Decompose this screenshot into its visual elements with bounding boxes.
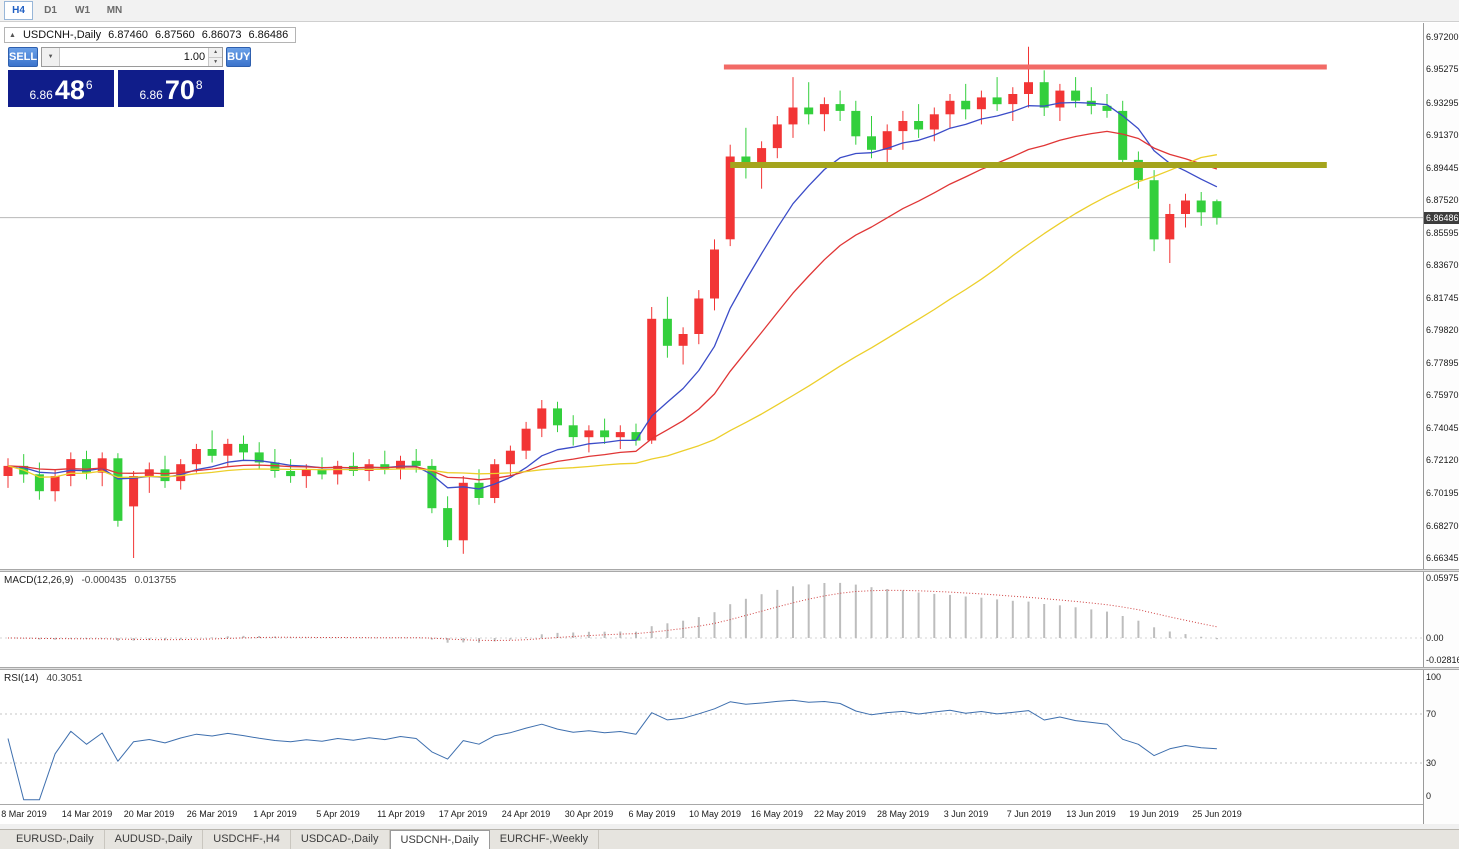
macd-scale-label: 0.00 — [1426, 633, 1444, 643]
macd-scale-label: -0.02816 — [1426, 655, 1459, 665]
date-axis-label: 7 Jun 2019 — [1006, 809, 1052, 819]
chart-symbol-title: USDCNH-,Daily — [22, 29, 102, 41]
price-scale-label: 6.70195 — [1426, 488, 1459, 498]
one-click-trading-panel: SELL ▼ ▲ ▼ BUY 6.86 48 6 6.86 70 8 — [8, 47, 252, 107]
quote-close: 6.86486 — [248, 29, 289, 41]
window-strip — [0, 824, 1459, 829]
macd-main-value: -0.000435 — [81, 575, 127, 586]
date-axis-label: 19 Jun 2019 — [1129, 809, 1179, 819]
rsi-indicator-label: RSI(14) 40.3051 — [4, 673, 83, 684]
date-axis-label: 30 Apr 2019 — [564, 809, 614, 819]
sell-price-pips: 48 — [54, 75, 85, 105]
buy-price-pips: 70 — [164, 75, 195, 105]
chart-tabbar: EURUSD-,Daily AUDUSD-,Daily USDCHF-,H4 U… — [0, 829, 1459, 849]
quote-high: 6.87560 — [154, 29, 195, 41]
rsi-scale-label: 100 — [1426, 672, 1442, 682]
price-scale-label: 6.74045 — [1426, 423, 1459, 433]
chart-tab-usdcad[interactable]: USDCAD-,Daily — [291, 830, 390, 849]
timeframe-w1-button[interactable]: W1 — [75, 5, 90, 16]
price-scale-label: 6.72120 — [1426, 455, 1459, 465]
date-axis-label: 8 Mar 2019 — [1, 809, 47, 819]
lot-size-group: ▼ ▲ ▼ — [41, 47, 224, 67]
sell-button[interactable]: SELL — [8, 47, 39, 67]
date-axis-label: 5 Apr 2019 — [316, 809, 360, 819]
date-axis-label: 11 Apr 2019 — [377, 809, 425, 819]
price-scale-label: 6.81745 — [1426, 293, 1459, 303]
collapse-panel-icon[interactable]: ▲ — [9, 31, 16, 39]
chart-tab-usdcnh[interactable]: USDCNH-,Daily — [389, 830, 490, 849]
date-axis-label: 13 Jun 2019 — [1066, 809, 1116, 819]
macd-indicator-label: MACD(12,26,9) -0.000435 0.013755 — [4, 575, 176, 586]
price-scale-label: 6.85595 — [1426, 228, 1459, 238]
rsi-scale-label: 70 — [1426, 709, 1437, 719]
rsi-title: RSI(14) — [4, 673, 39, 684]
date-axis-label: 24 Apr 2019 — [501, 809, 551, 819]
date-axis-label: 22 May 2019 — [813, 809, 867, 819]
macd-signal-value: 0.013755 — [134, 575, 177, 586]
chart-tab-usdchf[interactable]: USDCHF-,H4 — [203, 830, 291, 849]
lot-stepper: ▲ ▼ — [208, 48, 223, 66]
price-scale-label: 6.97200 — [1426, 32, 1459, 42]
macd-title: MACD(12,26,9) — [4, 575, 74, 586]
quote-low: 6.86073 — [201, 29, 242, 41]
macd-panel-canvas[interactable] — [0, 572, 1423, 667]
chart-tab-eurusd[interactable]: EURUSD-,Daily — [6, 830, 105, 849]
date-axis-label: 20 Mar 2019 — [123, 809, 175, 819]
chart-tab-audusd[interactable]: AUDUSD-,Daily — [105, 830, 204, 849]
timeframe-h4-button[interactable]: H4 — [4, 1, 33, 20]
sell-price-prefix: 6.86 — [29, 88, 53, 102]
price-scale-label: 6.66345 — [1426, 553, 1459, 563]
date-axis-label: 1 Apr 2019 — [253, 809, 297, 819]
rsi-value: 40.3051 — [46, 673, 83, 684]
date-axis-label: 28 May 2019 — [876, 809, 930, 819]
price-scale-label: 6.93295 — [1426, 98, 1459, 108]
price-scale-label: 6.87520 — [1426, 195, 1459, 205]
sell-price-display[interactable]: 6.86 48 6 — [8, 70, 114, 107]
macd-scale-label: 0.059758 — [1426, 573, 1459, 583]
buy-price-point: 8 — [195, 78, 203, 92]
price-chart-canvas[interactable] — [0, 23, 1423, 569]
panel-splitter[interactable] — [0, 667, 1459, 670]
chart-tab-eurchf[interactable]: EURCHF-,Weekly — [490, 830, 600, 849]
date-axis-label: 6 May 2019 — [628, 809, 676, 819]
date-axis-label: 25 Jun 2019 — [1192, 809, 1242, 819]
price-scale-label: 6.79820 — [1426, 325, 1459, 335]
price-scale-label: 6.95275 — [1426, 64, 1459, 74]
rsi-scale-label: 30 — [1426, 758, 1437, 768]
rsi-scale-label: 0 — [1426, 791, 1432, 801]
current-price-label: 6.86486 — [1424, 212, 1459, 224]
timeframe-d1-button[interactable]: D1 — [44, 5, 57, 16]
time-axis[interactable]: 8 Mar 2019 14 Mar 2019 20 Mar 2019 26 Mar 2… — [0, 804, 1423, 825]
date-axis-label: 10 May 2019 — [688, 809, 742, 819]
rsi-panel-canvas[interactable] — [0, 670, 1423, 804]
timeframe-mn-button[interactable]: MN — [106, 5, 123, 16]
buy-price-prefix: 6.86 — [139, 88, 163, 102]
price-scale[interactable]: 6.97200 6.95275 6.93295 6.91370 6.89445 6.875… — [1423, 23, 1459, 824]
date-axis-label: 16 May 2019 — [750, 809, 804, 819]
lot-size-input[interactable] — [60, 48, 209, 66]
lot-increase-icon[interactable]: ▲ — [209, 48, 223, 58]
price-scale-label: 6.89445 — [1426, 163, 1459, 173]
buy-button[interactable]: BUY — [226, 47, 252, 67]
date-axis-label: 14 Mar 2019 — [61, 809, 113, 819]
date-axis-label: 26 Mar 2019 — [186, 809, 238, 819]
buy-price-display[interactable]: 6.86 70 8 — [118, 70, 224, 107]
date-axis-label: 17 Apr 2019 — [438, 809, 488, 819]
timeframe-toolbar: H4 D1 W1 MN — [0, 0, 1459, 22]
price-scale-label: 6.75970 — [1426, 390, 1459, 400]
price-scale-label: 6.77895 — [1426, 358, 1459, 368]
sell-price-point: 6 — [85, 78, 93, 92]
lot-dropdown-icon[interactable]: ▼ — [42, 48, 61, 66]
date-axis-label: 3 Jun 2019 — [943, 809, 989, 819]
chart-ohlc-header: ▲ USDCNH-,Daily 6.87460 6.87560 6.86073 … — [4, 27, 297, 43]
quote-open: 6.87460 — [108, 29, 148, 41]
lot-decrease-icon[interactable]: ▼ — [209, 57, 223, 66]
price-scale-label: 6.83670 — [1426, 260, 1459, 270]
price-scale-label: 6.68270 — [1426, 521, 1459, 531]
panel-splitter[interactable] — [0, 569, 1459, 572]
price-scale-label: 6.91370 — [1426, 130, 1459, 140]
